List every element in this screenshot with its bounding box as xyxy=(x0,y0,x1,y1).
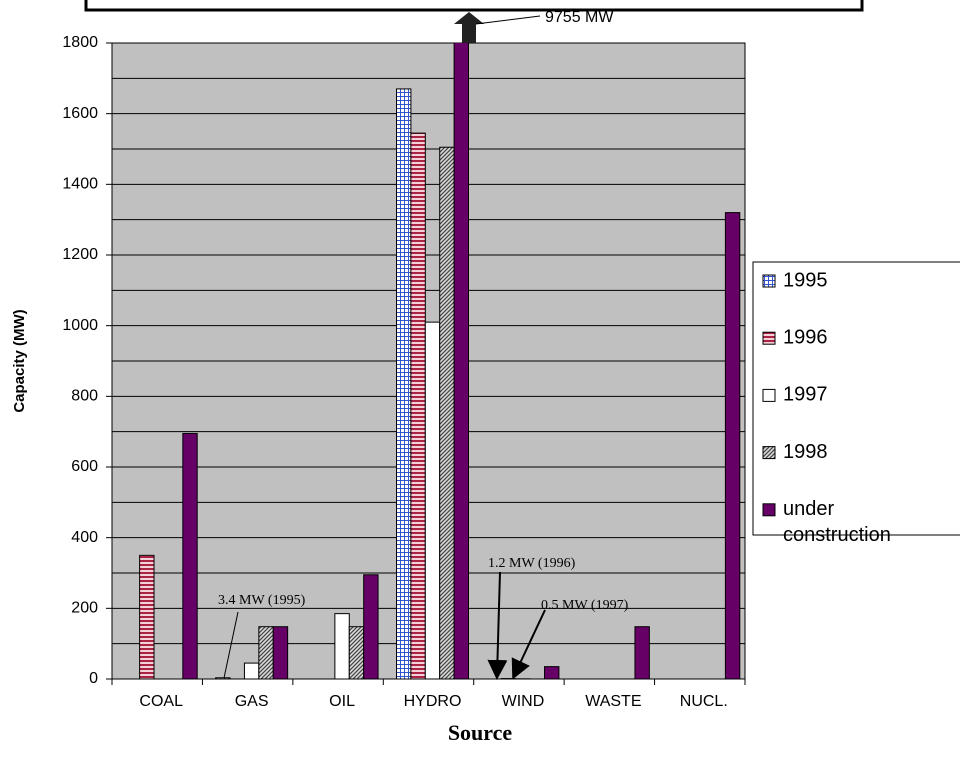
y-tick-label: 800 xyxy=(71,388,98,405)
bar xyxy=(139,554,155,680)
x-tick-label: GAS xyxy=(235,693,269,710)
bar xyxy=(396,88,412,680)
bar xyxy=(334,613,350,680)
legend-swatch xyxy=(762,331,776,345)
bar xyxy=(182,432,198,680)
legend-swatch xyxy=(762,274,776,288)
legend-label: 1995 xyxy=(783,269,828,291)
y-tick-label: 1600 xyxy=(62,105,98,122)
bar xyxy=(453,43,470,680)
bar xyxy=(424,321,441,680)
annotation: 3.4 MW (1995) xyxy=(218,593,306,608)
x-tick-label: NUCL. xyxy=(680,693,728,710)
legend-swatch xyxy=(762,388,776,402)
x-tick-label: WASTE xyxy=(585,693,641,710)
annotation: 9755 MW xyxy=(545,9,614,26)
leader xyxy=(511,609,546,680)
banner xyxy=(84,0,864,12)
x-tick-label: HYDRO xyxy=(404,693,462,710)
y-tick-label: 0 xyxy=(89,670,98,687)
bar xyxy=(439,146,455,680)
annotation: 0.5 MW (1997) xyxy=(541,598,629,613)
bar xyxy=(724,212,741,680)
y-tick-label: 400 xyxy=(71,529,98,546)
bar xyxy=(363,574,379,680)
leader xyxy=(475,15,541,25)
legend-label: 1998 xyxy=(783,441,828,463)
x-axis-title: Source xyxy=(448,720,513,745)
legend-label: 1997 xyxy=(783,384,828,406)
annotation: 1.2 MW (1996) xyxy=(488,556,576,571)
x-tick-label: WIND xyxy=(502,693,545,710)
legend-swatch xyxy=(762,503,776,517)
overflow-arrow xyxy=(454,12,484,43)
x-tick-label: OIL xyxy=(329,693,355,710)
y-tick-label: 200 xyxy=(71,600,98,617)
bar xyxy=(544,666,560,680)
leader xyxy=(487,571,508,680)
x-tick-label: COAL xyxy=(139,693,183,710)
y-tick-label: 1800 xyxy=(62,34,98,51)
bar xyxy=(410,132,426,680)
y-axis-title: Capacity (MW) xyxy=(11,309,28,412)
y-tick-label: 1200 xyxy=(62,246,98,263)
bar xyxy=(634,626,650,680)
y-tick-label: 1000 xyxy=(62,317,98,334)
bar xyxy=(348,626,365,680)
bar xyxy=(243,662,260,680)
legend-label: under construction xyxy=(783,498,891,546)
leader xyxy=(223,611,239,679)
legend xyxy=(752,261,960,536)
y-tick-label: 600 xyxy=(71,458,98,475)
legend-swatch xyxy=(762,446,776,460)
legend-label: 1996 xyxy=(783,326,828,348)
bar xyxy=(258,626,274,680)
y-tick-label: 1400 xyxy=(62,176,98,193)
bar xyxy=(272,626,289,680)
